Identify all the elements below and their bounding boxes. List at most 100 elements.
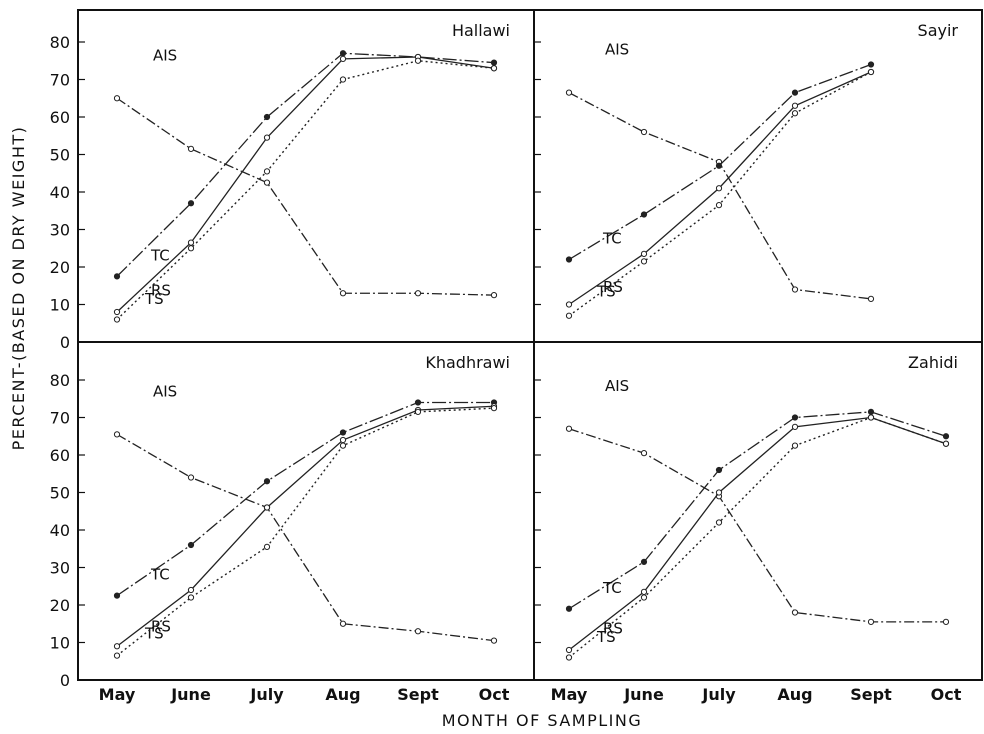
- y-tick-label: 0: [60, 671, 70, 690]
- series-label-ts: TS: [144, 290, 164, 308]
- data-point-tc: [715, 162, 723, 169]
- data-point-tc: [263, 113, 271, 121]
- panel-khadhrawi: 0 10 20 30 40 50 60 70 80 May June July Aug Sept Oct Kh…: [50, 341, 535, 704]
- x-tick-label: June: [623, 685, 664, 704]
- data-point-ais: [187, 474, 195, 481]
- data-point-tc: [339, 50, 347, 57]
- x-tick-label: Aug: [777, 685, 812, 704]
- series-label-ais: AIS: [153, 382, 177, 400]
- y-tick-label: 50: [50, 146, 70, 165]
- data-point-ais: [867, 295, 875, 302]
- series-label-tc: TC: [602, 579, 622, 597]
- series-line-rs: [116, 407, 495, 657]
- series-label-rs: RS: [151, 618, 171, 636]
- series-line-ais: [116, 97, 495, 296]
- data-point-ais: [490, 637, 498, 644]
- data-point-rs: [113, 652, 121, 659]
- y-tick-label: 70: [50, 409, 70, 428]
- data-point-tc: [942, 433, 950, 440]
- data-point-ts: [640, 588, 648, 595]
- y-tick-label: 20: [50, 596, 70, 615]
- data-point-rs: [263, 543, 271, 550]
- data-point-tc: [715, 466, 723, 474]
- y-axis-title: PERCENT-(BASED ON DRY WEIGHT): [9, 126, 28, 451]
- panel-title: Zahidi: [908, 353, 958, 372]
- y-tick-label: 0: [60, 333, 70, 352]
- data-point-ts: [791, 102, 799, 109]
- data-point-ais: [565, 425, 573, 432]
- data-point-tc: [113, 592, 121, 599]
- series-line-rs: [568, 416, 947, 659]
- data-point-ts: [263, 504, 271, 511]
- series-line-ts: [116, 405, 495, 647]
- y-tick-label: 30: [50, 221, 70, 240]
- data-point-rs: [715, 519, 723, 526]
- data-point-ts: [339, 55, 347, 62]
- x-tick-label: Sept: [850, 685, 892, 704]
- data-point-ts: [565, 646, 573, 654]
- data-point-tc: [565, 256, 573, 263]
- series-line-rs: [116, 60, 495, 321]
- series-line-ais: [116, 433, 495, 642]
- series-label-ais: AIS: [153, 46, 177, 64]
- data-point-tc: [490, 59, 498, 66]
- y-tick-label: 40: [50, 521, 70, 540]
- series-label-rs: RS: [151, 282, 171, 300]
- data-point-rs: [263, 168, 271, 175]
- data-point-rs: [867, 414, 875, 421]
- data-point-ais: [640, 450, 648, 457]
- x-tick-label: July: [701, 685, 736, 704]
- series-line-ais: [568, 92, 872, 300]
- data-point-ais: [867, 618, 875, 625]
- data-point-tc: [640, 558, 648, 565]
- y-tick-label: 80: [50, 33, 70, 52]
- series-label-ts: TS: [144, 624, 164, 642]
- data-point-rs: [490, 405, 498, 412]
- data-point-rs: [791, 110, 799, 117]
- data-point-ais: [565, 89, 573, 96]
- data-point-rs: [640, 258, 648, 265]
- series-line-tc: [116, 52, 495, 277]
- x-tick-label: Sept: [397, 685, 439, 704]
- data-point-rs: [640, 594, 648, 601]
- data-point-ts: [640, 250, 648, 257]
- chart-marks: 01020304050607080HallawiAISTCTSRSSayirAI…: [50, 9, 983, 704]
- x-axis-title: MONTH OF SAMPLING: [442, 711, 643, 730]
- data-point-tc: [791, 414, 799, 421]
- data-point-ts: [565, 301, 573, 308]
- y-tick-label: 60: [50, 108, 70, 127]
- y-tick-label: 10: [50, 296, 70, 315]
- series-label-ais: AIS: [605, 41, 629, 59]
- data-point-rs: [715, 202, 723, 209]
- y-tick-label: 60: [50, 446, 70, 465]
- data-point-rs: [565, 312, 573, 319]
- data-point-rs: [414, 57, 422, 64]
- series-line-tc: [116, 401, 494, 597]
- x-tick-label: May: [551, 685, 588, 704]
- y-tick-label: 20: [50, 258, 70, 277]
- data-point-tc: [791, 89, 799, 96]
- data-point-rs: [113, 316, 121, 323]
- data-point-rs: [339, 442, 347, 449]
- data-point-ts: [263, 134, 271, 141]
- data-point-ais: [490, 292, 498, 299]
- data-point-tc: [187, 541, 195, 549]
- data-point-rs: [187, 594, 195, 601]
- data-point-ais: [187, 145, 195, 152]
- data-point-ais: [414, 628, 422, 635]
- y-tick-label: 40: [50, 183, 70, 202]
- series-line-ts: [568, 416, 947, 651]
- panel-title: Sayir: [918, 21, 959, 40]
- series-line-tc: [568, 411, 947, 610]
- data-point-ais: [791, 286, 799, 293]
- series-line-ais: [568, 428, 946, 623]
- data-point-ts: [113, 308, 121, 316]
- data-point-tc: [187, 200, 195, 207]
- data-point-tc: [640, 211, 648, 218]
- panel-frame: [533, 341, 983, 681]
- series-label-tc: TC: [602, 230, 622, 248]
- x-tick-label: July: [249, 685, 284, 704]
- series-line-ts: [116, 56, 495, 313]
- y-tick-label: 50: [50, 484, 70, 503]
